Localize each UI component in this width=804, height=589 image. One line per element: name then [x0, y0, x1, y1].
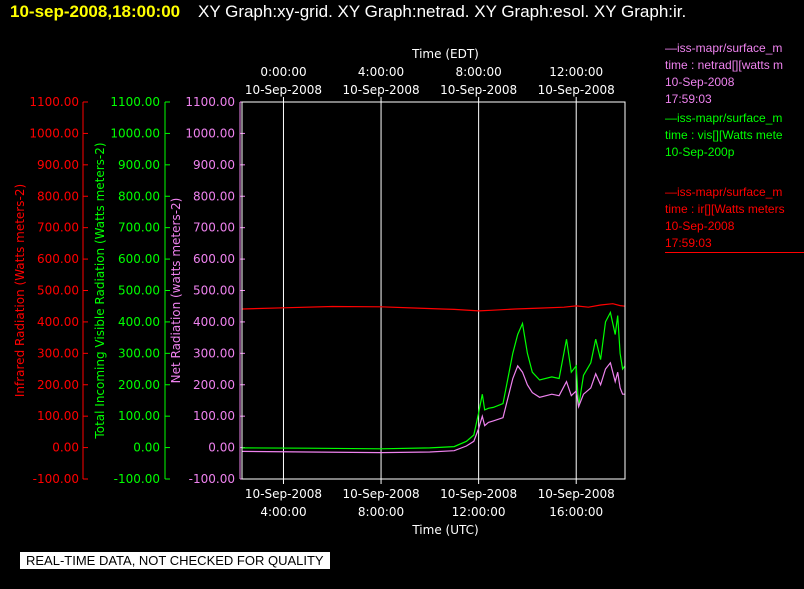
legend-variable: time : vis[][Watts mete: [665, 128, 783, 142]
series-netrad: [241, 361, 625, 454]
x-axis-title-utc: Time (UTC): [411, 523, 478, 537]
y-tick-label: 900.00: [37, 158, 79, 172]
legend-variable: time : ir[][Watts meters: [665, 202, 785, 216]
legend-item-ir: —iss-mapr/surface_m time : ir[][Watts me…: [665, 184, 804, 253]
x-tick-label-date: 10-Sep-2008: [343, 487, 420, 501]
y-tick-label: 400.00: [193, 315, 235, 329]
y-tick-label: 1100.00: [110, 95, 160, 109]
y-tick-label: 700.00: [37, 221, 79, 235]
y-tick-label: 0.00: [52, 441, 79, 455]
legend-line: —iss-mapr/surface_m: [665, 185, 783, 199]
legend-separator: [665, 252, 804, 253]
y-tick-label: 900.00: [118, 158, 160, 172]
y-tick-label: 700.00: [193, 221, 235, 235]
y-tick-label: 100.00: [118, 409, 160, 423]
y-tick-label: -100.00: [33, 472, 79, 486]
grid: [282, 102, 577, 479]
y-axes: -100.00 0.00 100.00 200.00 300.00 400.00 500.0…: [13, 95, 245, 486]
x-tick-label-time: 4:00:00: [260, 505, 306, 519]
y-axis-title: Infrared Radiation (Watts meters-2): [13, 184, 27, 397]
header-datetime: 10-sep-2008,18:00:00: [10, 2, 181, 21]
top-tick-label-time: 8:00:00: [455, 65, 501, 79]
top-tick-label-time: 4:00:00: [358, 65, 404, 79]
legend-variable: time : netrad[][watts m: [665, 58, 784, 72]
top-tick-label-time: 12:00:00: [549, 65, 603, 79]
legend: —iss-mapr/surface_m time : netrad[][watt…: [665, 40, 804, 263]
y-axis-title: Net Radiation (watts meters-2): [169, 198, 183, 384]
legend-time: 17:59:03: [665, 236, 712, 250]
y-axis-title: Total Incoming Visible Radiation (Watts …: [93, 142, 107, 439]
y-tick-label: 1000.00: [29, 126, 79, 140]
legend-time: 17:59:03: [665, 92, 712, 106]
x-axis-title-edt: Time (EDT): [411, 47, 479, 61]
y-tick-label: 800.00: [37, 189, 79, 203]
y-tick-label: 300.00: [37, 346, 79, 360]
x-tick-label-date: 10-Sep-2008: [245, 487, 322, 501]
y-tick-label: 800.00: [193, 189, 235, 203]
x-tick-label-time: 8:00:00: [358, 505, 404, 519]
y-tick-label: 1000.00: [110, 126, 160, 140]
top-tick-label-time: 0:00:00: [260, 65, 306, 79]
y-tick-label: 1000.00: [185, 126, 235, 140]
x-tick-label-time: 16:00:00: [549, 505, 603, 519]
y-tick-label: 0.00: [133, 441, 160, 455]
top-tick-label-date: 10-Sep-2008: [440, 83, 517, 97]
y-tick-label: 200.00: [193, 378, 235, 392]
y-tick-label: 1100.00: [29, 95, 79, 109]
legend-line: —iss-mapr/surface_m: [665, 41, 783, 55]
legend-line: —iss-mapr/surface_m: [665, 111, 783, 125]
top-tick-label-date: 10-Sep-2008: [245, 83, 322, 97]
y-tick-label: 0.00: [208, 441, 235, 455]
y-tick-label: 100.00: [193, 409, 235, 423]
y-tick-label: 300.00: [118, 346, 160, 360]
quality-disclaimer: REAL-TIME DATA, NOT CHECKED FOR QUALITY: [20, 552, 330, 569]
y-tick-label: 200.00: [118, 378, 160, 392]
legend-date: 10-Sep-2008: [665, 75, 735, 89]
x-axes: 10-Sep-2008 4:00:00 10-Sep-2008 8:00:00 10-S…: [245, 47, 615, 537]
y-tick-label: 800.00: [118, 189, 160, 203]
y-tick-label: 500.00: [118, 284, 160, 298]
legend-date: 10-Sep-2008: [665, 219, 735, 233]
x-tick-label-date: 10-Sep-2008: [440, 487, 517, 501]
y-tick-label: 400.00: [118, 315, 160, 329]
y-tick-label: 700.00: [118, 221, 160, 235]
y-tick-label: 100.00: [37, 409, 79, 423]
y-tick-label: -100.00: [114, 472, 160, 486]
y-tick-label: 500.00: [193, 284, 235, 298]
x-tick-label-date: 10-Sep-2008: [538, 487, 615, 501]
y-tick-label: 600.00: [118, 252, 160, 266]
legend-item-netrad: —iss-mapr/surface_m time : netrad[][watt…: [665, 40, 804, 108]
series-group: [241, 303, 626, 454]
y-tick-label: 400.00: [37, 315, 79, 329]
y-tick-label: 600.00: [37, 252, 79, 266]
y-tick-label: 600.00: [193, 252, 235, 266]
y-tick-label: 200.00: [37, 378, 79, 392]
legend-date: 10-Sep-200p: [665, 145, 735, 159]
plot-frame: [241, 101, 626, 480]
header-graph-titles: XY Graph:xy-grid. XY Graph:netrad. XY Gr…: [198, 2, 687, 21]
top-tick-label-date: 10-Sep-2008: [343, 83, 420, 97]
y-tick-label: -100.00: [189, 472, 235, 486]
legend-time: [665, 161, 804, 178]
series-ir: [241, 303, 626, 312]
y-tick-label: 500.00: [37, 284, 79, 298]
x-tick-label-time: 12:00:00: [452, 505, 506, 519]
y-tick-label: 300.00: [193, 346, 235, 360]
series-vis: [241, 310, 626, 450]
y-tick-label: 1100.00: [185, 95, 235, 109]
y-tick-label: 900.00: [193, 158, 235, 172]
top-tick-label-date: 10-Sep-2008: [538, 83, 615, 97]
legend-item-vis: —iss-mapr/surface_m time : vis[][Watts m…: [665, 110, 804, 178]
